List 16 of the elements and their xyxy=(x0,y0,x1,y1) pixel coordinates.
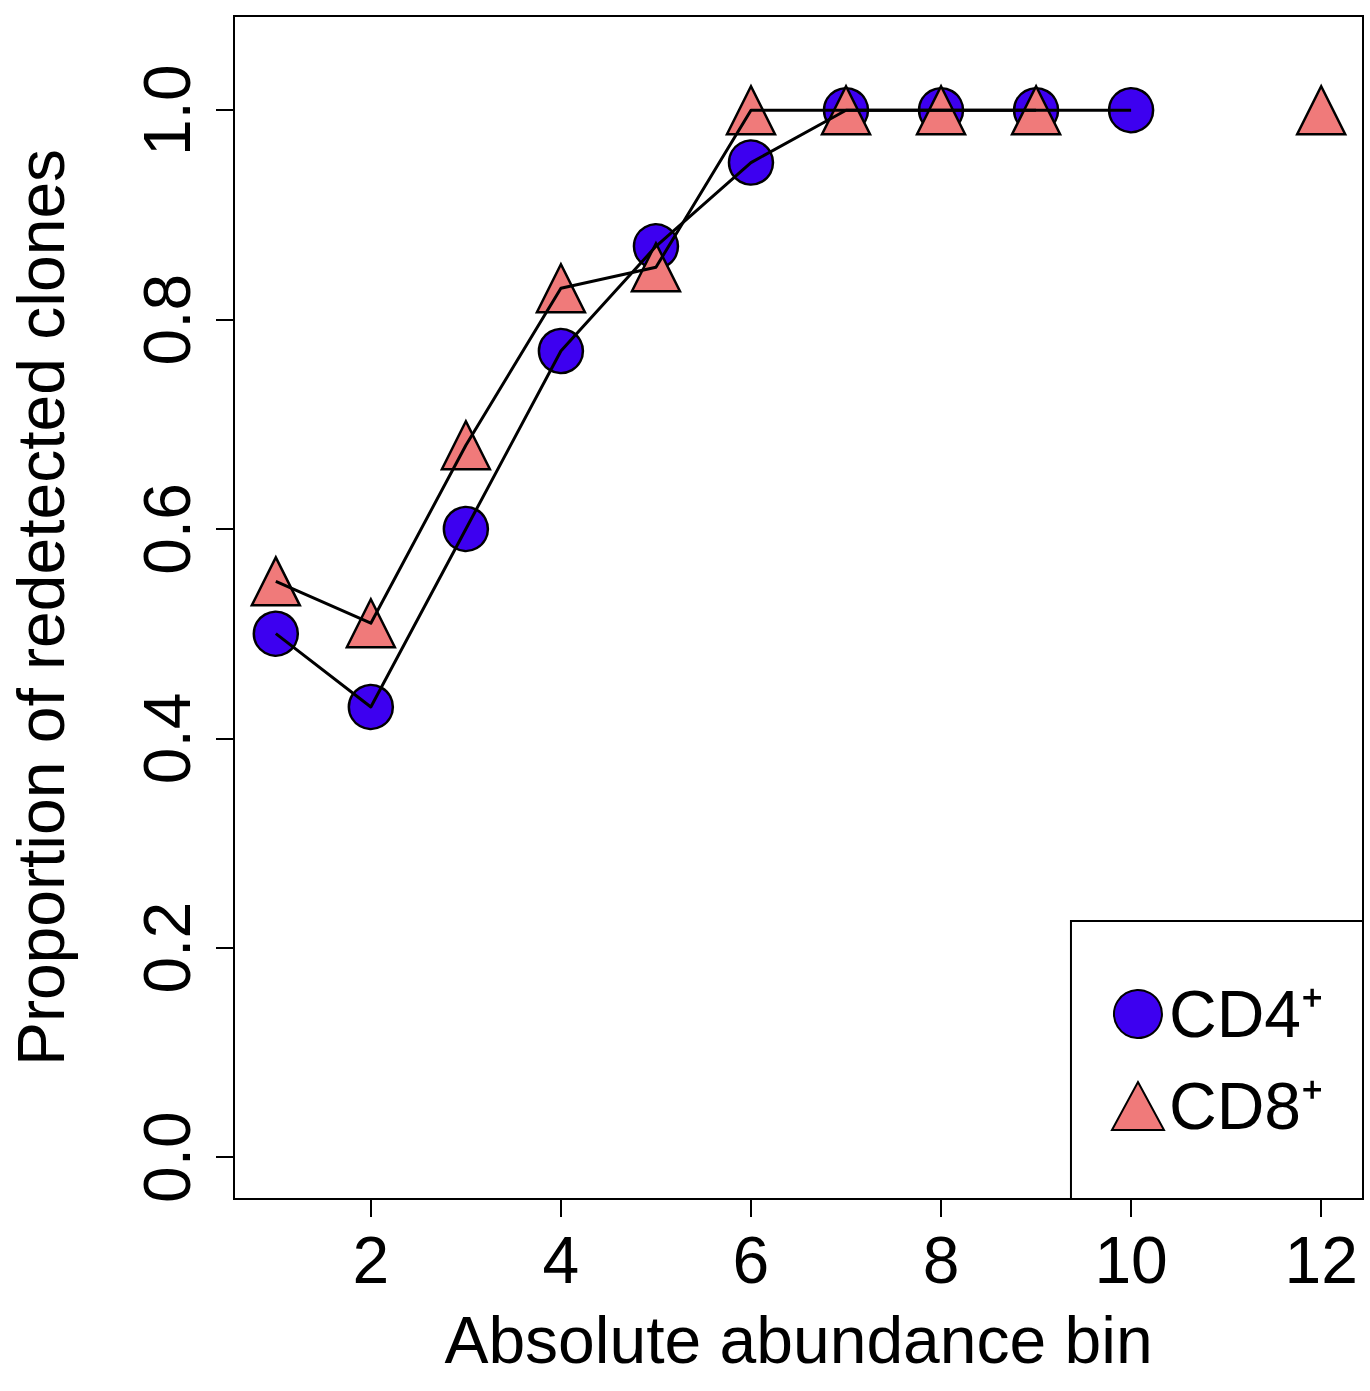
y-tick-label: 0.8 xyxy=(130,273,204,366)
legend-label: CD8⁺ xyxy=(1168,1069,1324,1143)
x-tick-label: 2 xyxy=(352,1223,390,1297)
y-tick-label: 0.6 xyxy=(130,483,204,575)
x-axis-title: Absolute abundance bin xyxy=(444,1303,1153,1377)
x-tick-label: 10 xyxy=(1094,1223,1168,1297)
x-tick-label: 4 xyxy=(542,1223,580,1297)
x-tick-label: 8 xyxy=(922,1223,960,1297)
legend-label: CD4⁺ xyxy=(1168,977,1324,1051)
x-tick-label: 6 xyxy=(732,1223,770,1297)
y-tick-label: 1.0 xyxy=(130,64,204,157)
x-tick-label: 12 xyxy=(1284,1223,1358,1297)
y-tick-label: 0.0 xyxy=(130,1111,204,1203)
y-tick-label: 0.4 xyxy=(130,692,204,785)
y-axis-title: Proportion of redetected clones xyxy=(4,148,78,1067)
y-tick-label: 0.2 xyxy=(130,901,204,994)
